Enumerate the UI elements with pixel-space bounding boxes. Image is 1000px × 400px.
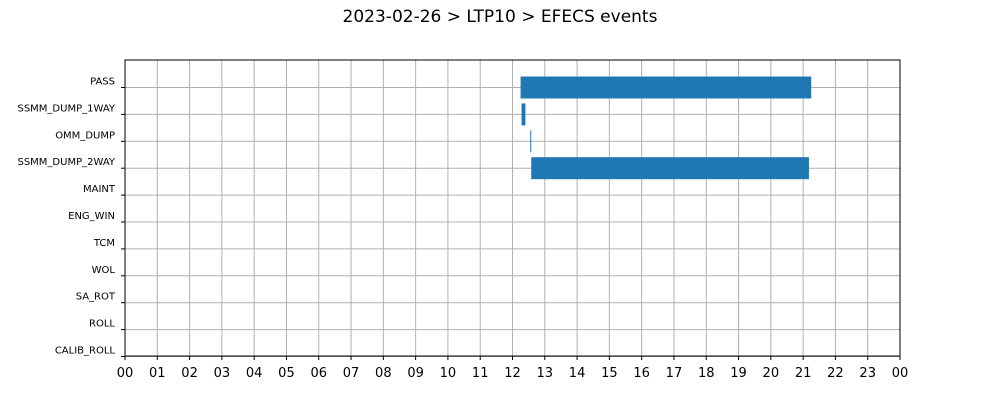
x-tick-label: 10 (440, 366, 457, 381)
x-tick-label: 21 (795, 366, 812, 381)
x-tick-label: 22 (827, 366, 844, 381)
y-tick-label: ROLL (89, 319, 115, 330)
x-tick-label: 09 (407, 366, 424, 381)
y-axis: PASS SSMM_DUMP_1WAY OMM_DUMP SSMM_DUMP_2WAY… (17, 77, 125, 357)
y-tick-label: MAINT (83, 184, 116, 195)
y-tick-label: WOL (92, 265, 116, 276)
y-tick-label: SSMM_DUMP_2WAY (17, 157, 115, 168)
y-tick-label: OMM_DUMP (55, 130, 115, 141)
x-axis: 00 01 02 03 04 05 06 07 08 09 10 11 12 13 14 15 16 17 18 19… (117, 356, 909, 381)
event-bars (520, 76, 812, 180)
x-tick-label: 05 (278, 366, 295, 381)
x-tick-label: 11 (472, 366, 489, 381)
event-bar-omm-dump (530, 130, 532, 153)
y-tick-label: ENG_WIN (68, 211, 115, 222)
x-tick-label: 17 (666, 366, 683, 381)
event-bar-ssmm-dump-2way (531, 157, 809, 180)
y-tick-label: SA_ROT (76, 292, 116, 303)
x-tick-label: 16 (633, 366, 650, 381)
x-tick-label: 13 (537, 366, 554, 381)
x-tick-label: 04 (246, 366, 263, 381)
event-bar-pass (520, 76, 812, 99)
x-tick-label: 20 (763, 366, 780, 381)
x-tick-label: 00 (892, 366, 909, 381)
y-tick-label: SSMM_DUMP_1WAY (17, 103, 115, 114)
x-tick-label: 02 (181, 366, 198, 381)
x-tick-label: 03 (214, 366, 231, 381)
grid (124, 60, 901, 357)
x-tick-label: 23 (859, 366, 876, 381)
x-tick-label: 15 (601, 366, 618, 381)
x-tick-label: 08 (375, 366, 392, 381)
chart-title: 2023-02-26 > LTP10 > EFECS events (343, 7, 658, 27)
x-tick-label: 18 (698, 366, 715, 381)
x-tick-label: 14 (569, 366, 586, 381)
y-tick-label: CALIB_ROLL (55, 346, 116, 357)
x-tick-label: 07 (343, 366, 360, 381)
x-tick-label: 19 (730, 366, 747, 381)
event-bar-ssmm-dump-1way (521, 103, 526, 126)
x-tick-label: 12 (504, 366, 521, 381)
y-tick-label: PASS (90, 77, 115, 88)
x-tick-label: 00 (117, 366, 134, 381)
x-tick-label: 01 (149, 366, 166, 381)
x-tick-label: 06 (310, 366, 327, 381)
y-tick-label: TCM (93, 238, 115, 249)
